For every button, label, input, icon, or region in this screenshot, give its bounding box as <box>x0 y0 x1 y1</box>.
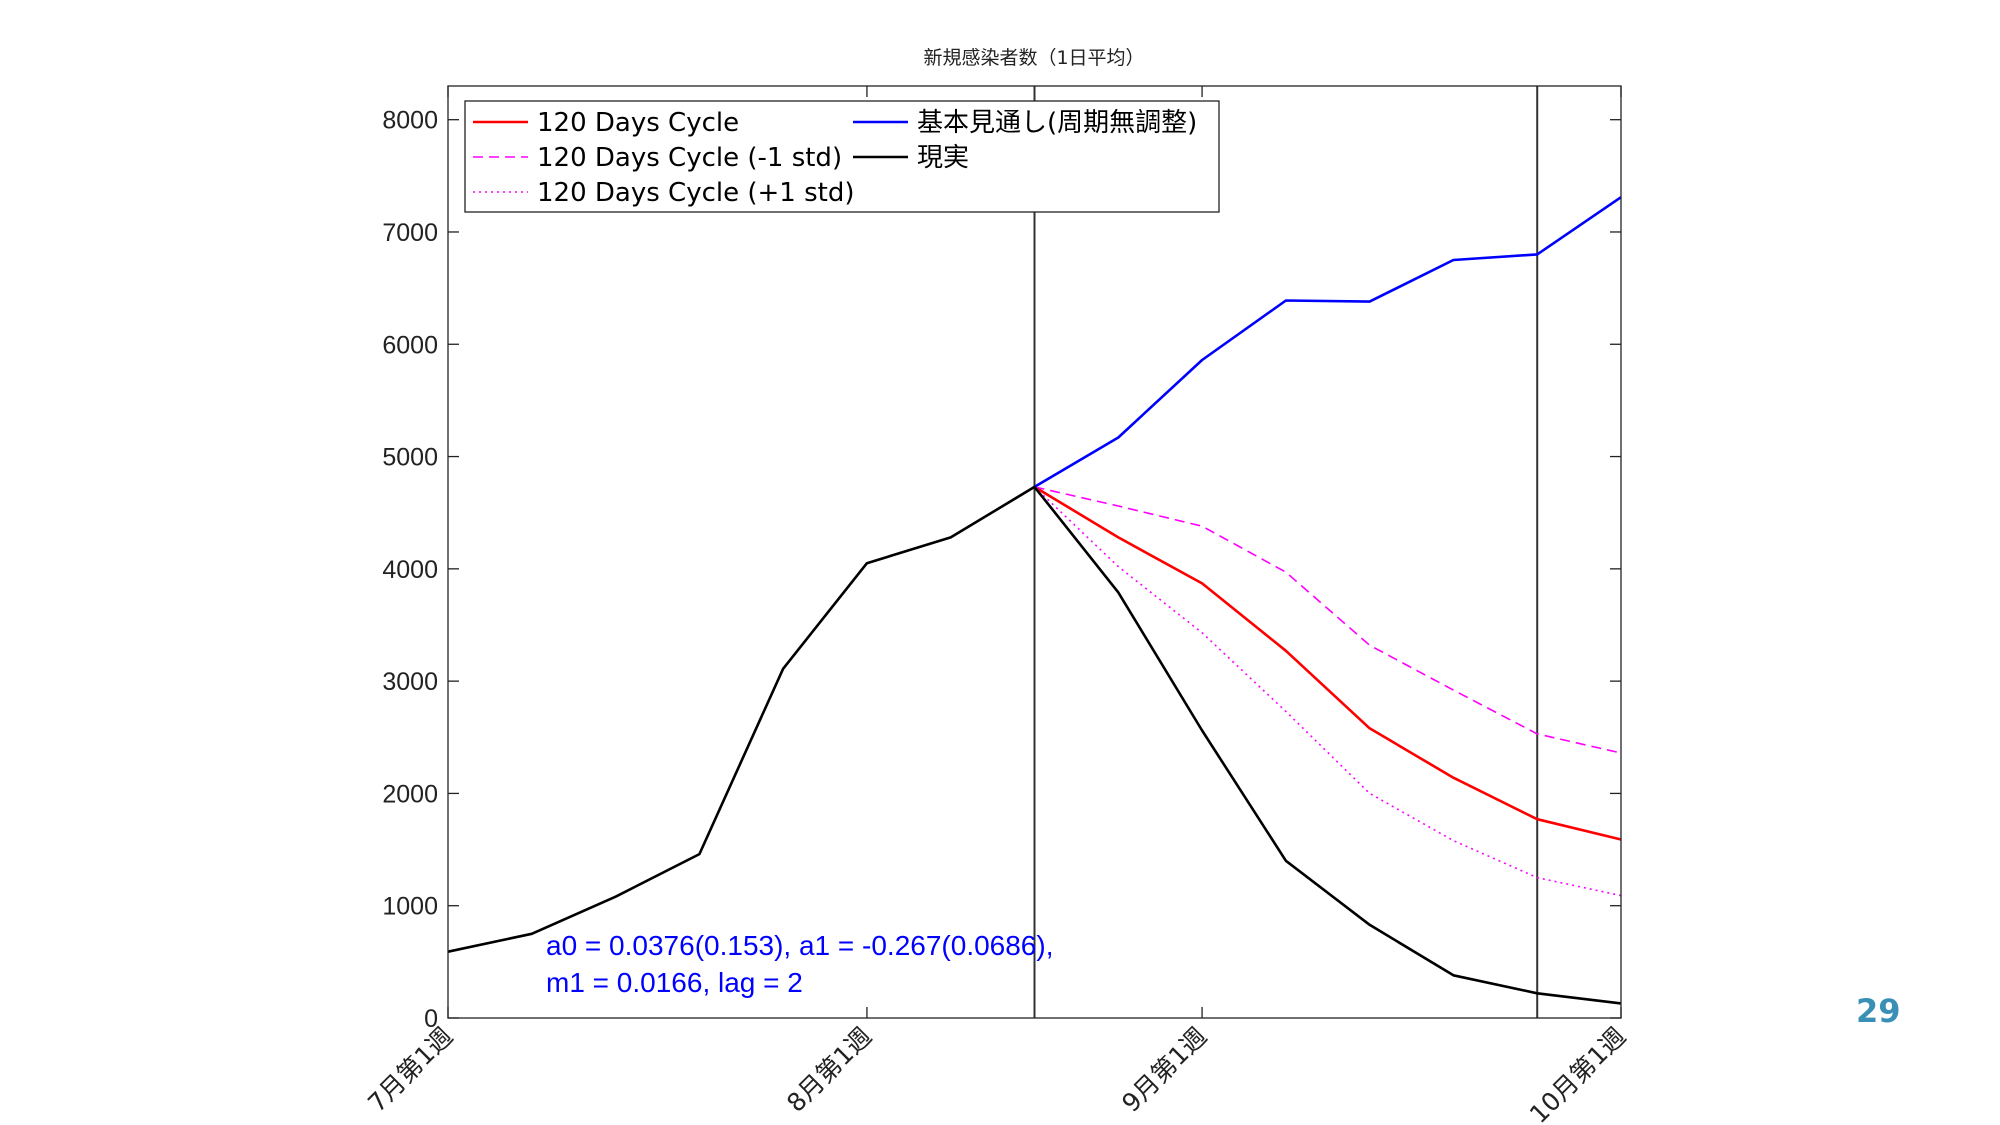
legend-label-3: 基本見通し(周期無調整) <box>917 108 1197 138</box>
series-line-2 <box>1033 486 1622 897</box>
series-line-3 <box>1033 196 1622 489</box>
fit-parameters-annotation: a0 = 0.0376(0.153), a1 = -0.267(0.0686),… <box>546 930 1054 998</box>
legend-label-0: 120 Days Cycle <box>537 108 739 138</box>
y-tick-label-7000: 7000 <box>382 219 438 247</box>
y-axis: 0 1000 2000 3000 4000 5000 6000 7000 8000 <box>382 107 1621 1033</box>
x-tick-label-1: 8月第1週 <box>781 1022 877 1118</box>
series-line-0 <box>1033 485 1622 841</box>
y-tick-label-2000: 2000 <box>382 780 438 808</box>
page-number: 29 <box>1856 992 1901 1030</box>
legend-label-4: 現実 <box>917 143 969 173</box>
y-tick-label-8000: 8000 <box>382 107 438 135</box>
y-tick-label-3000: 3000 <box>382 668 438 696</box>
y-tick-label-6000: 6000 <box>382 331 438 359</box>
vertical-reference-lines <box>1033 86 1539 1018</box>
y-tick-label-5000: 5000 <box>382 444 438 472</box>
legend-box <box>464 100 1220 213</box>
y-tick-label-4000: 4000 <box>382 556 438 584</box>
y-tick-label-1000: 1000 <box>382 893 438 921</box>
annotation-line-2: m1 = 0.0166, lag = 2 <box>546 967 803 998</box>
annotation-line-1: a0 = 0.0376(0.153), a1 = -0.267(0.0686), <box>546 930 1054 961</box>
x-tick-label-0: 7月第1週 <box>362 1022 458 1118</box>
y-tick-label-0: 0 <box>424 1005 438 1033</box>
legend-label-2: 120 Days Cycle (+1 std) <box>537 178 854 208</box>
x-tick-label-3: 10月第1週 <box>1524 1022 1631 1125</box>
plot-frame <box>447 85 1622 1019</box>
series-layer <box>447 196 1622 1005</box>
legend-label-1: 120 Days Cycle (-1 std) <box>537 143 842 173</box>
series-line-1 <box>1034 486 1622 754</box>
chart-title: 新規感染者数（1日平均） <box>923 47 1144 69</box>
x-tick-label-2: 9月第1週 <box>1116 1022 1212 1118</box>
legend: 120 Days Cycle 120 Days Cycle (-1 std) 120… <box>464 100 1220 213</box>
